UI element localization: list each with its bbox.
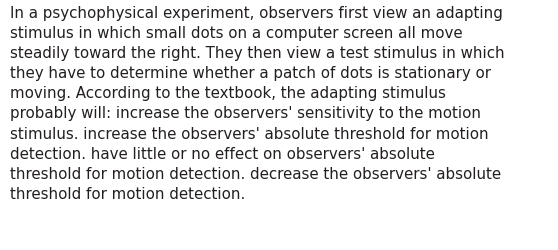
Text: In a psychophysical experiment, observers first view an adapting
stimulus in whi: In a psychophysical experiment, observer… (10, 6, 504, 201)
